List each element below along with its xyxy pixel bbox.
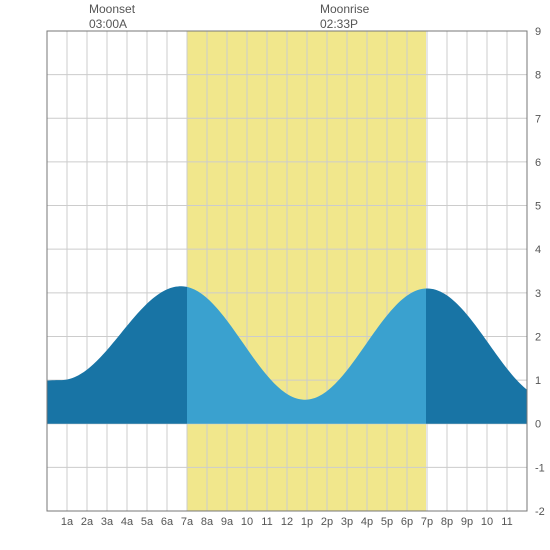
svg-text:8a: 8a [201, 516, 214, 528]
svg-text:1: 1 [535, 375, 541, 387]
svg-text:2a: 2a [81, 516, 94, 528]
svg-text:5a: 5a [141, 516, 154, 528]
svg-text:7: 7 [535, 113, 541, 125]
svg-text:3a: 3a [101, 516, 114, 528]
svg-text:10: 10 [241, 516, 253, 528]
svg-text:6a: 6a [161, 516, 174, 528]
svg-text:12: 12 [281, 516, 293, 528]
tide-chart-svg: 1a2a3a4a5a6a7a8a9a1011121p2p3p4p5p6p7p8p… [0, 0, 550, 550]
svg-text:2: 2 [535, 331, 541, 343]
svg-text:7p: 7p [421, 516, 433, 528]
svg-text:11: 11 [501, 516, 512, 528]
svg-text:1a: 1a [61, 516, 74, 528]
svg-text:5: 5 [535, 201, 541, 213]
svg-text:7a: 7a [181, 516, 194, 528]
svg-text:11: 11 [261, 516, 272, 528]
svg-text:0: 0 [535, 419, 541, 431]
svg-text:-1: -1 [535, 462, 545, 474]
svg-text:5p: 5p [381, 516, 393, 528]
svg-text:3p: 3p [341, 516, 353, 528]
svg-text:6: 6 [535, 157, 541, 169]
svg-text:10: 10 [481, 516, 493, 528]
svg-text:9: 9 [535, 26, 541, 38]
svg-text:8: 8 [535, 70, 541, 82]
svg-text:-2: -2 [535, 506, 545, 518]
svg-text:2p: 2p [321, 516, 333, 528]
svg-text:9p: 9p [461, 516, 473, 528]
svg-text:4a: 4a [121, 516, 134, 528]
svg-text:9a: 9a [221, 516, 234, 528]
svg-text:4p: 4p [361, 516, 373, 528]
tide-chart: 1a2a3a4a5a6a7a8a9a1011121p2p3p4p5p6p7p8p… [0, 0, 550, 550]
svg-text:8p: 8p [441, 516, 453, 528]
svg-text:1p: 1p [301, 516, 313, 528]
svg-text:6p: 6p [401, 516, 413, 528]
svg-text:3: 3 [535, 288, 541, 300]
svg-text:4: 4 [535, 244, 541, 256]
